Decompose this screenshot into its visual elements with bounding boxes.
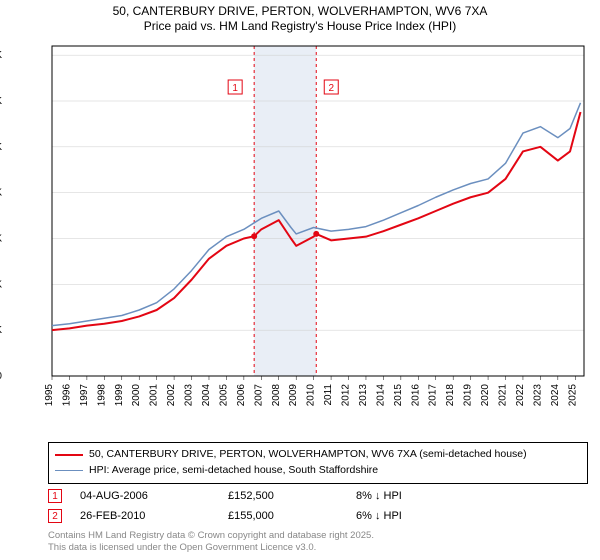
marker-price: £152,500 [228,490,338,502]
svg-text:2005: 2005 [218,384,229,407]
svg-text:2001: 2001 [149,384,160,407]
svg-text:2012: 2012 [341,384,352,407]
marker-delta: 6% ↓ HPI [356,510,476,522]
chart-title: 50, CANTERBURY DRIVE, PERTON, WOLVERHAMP… [0,0,600,34]
svg-text:2021: 2021 [498,384,509,407]
svg-text:£250K: £250K [0,142,2,153]
attribution-line-2: This data is licensed under the Open Gov… [48,542,588,554]
svg-text:1996: 1996 [61,384,72,407]
svg-text:2020: 2020 [480,384,491,407]
marker-date: 04-AUG-2006 [80,490,210,502]
svg-text:2016: 2016 [410,384,421,407]
title-line-2: Price paid vs. HM Land Registry's House … [0,19,600,34]
svg-text:£200K: £200K [0,188,2,199]
svg-text:2002: 2002 [166,384,177,407]
svg-text:2000: 2000 [131,384,142,407]
svg-text:£50K: £50K [0,325,2,336]
svg-text:1995: 1995 [44,384,55,407]
marker-row: 2 26-FEB-2010 £155,000 6% ↓ HPI [48,506,588,526]
title-line-1: 50, CANTERBURY DRIVE, PERTON, WOLVERHAMP… [0,4,600,19]
svg-text:1997: 1997 [79,384,90,407]
svg-text:2025: 2025 [567,384,578,407]
svg-text:2024: 2024 [550,384,561,407]
legend-item-price-paid: 50, CANTERBURY DRIVE, PERTON, WOLVERHAMP… [55,447,581,463]
svg-text:2006: 2006 [236,384,247,407]
svg-text:2003: 2003 [184,384,195,407]
attribution-line-1: Contains HM Land Registry data © Crown c… [48,530,588,542]
svg-text:1999: 1999 [114,384,125,407]
svg-text:2010: 2010 [306,384,317,407]
legend-label: 50, CANTERBURY DRIVE, PERTON, WOLVERHAMP… [89,447,527,463]
svg-text:2008: 2008 [271,384,282,407]
legend-item-hpi: HPI: Average price, semi-detached house,… [55,463,581,479]
marker-date: 26-FEB-2010 [80,510,210,522]
marker-id-box: 2 [48,509,62,523]
legend-swatch [55,454,83,456]
svg-text:2007: 2007 [253,384,264,407]
svg-text:2023: 2023 [532,384,543,407]
marker-price: £155,000 [228,510,338,522]
legend: 50, CANTERBURY DRIVE, PERTON, WOLVERHAMP… [48,442,588,484]
svg-text:2009: 2009 [288,384,299,407]
marker-id-box: 1 [48,489,62,503]
svg-text:£150K: £150K [0,234,2,245]
svg-text:2018: 2018 [445,384,456,407]
marker-delta: 8% ↓ HPI [356,490,476,502]
marker-table: 1 04-AUG-2006 £152,500 8% ↓ HPI 2 26-FEB… [48,486,588,526]
attribution: Contains HM Land Registry data © Crown c… [48,530,588,554]
svg-text:£100K: £100K [0,279,2,290]
svg-text:2015: 2015 [393,384,404,407]
marker-row: 1 04-AUG-2006 £152,500 8% ↓ HPI [48,486,588,506]
svg-text:2: 2 [328,83,334,94]
svg-text:2014: 2014 [375,384,386,407]
price-chart: £0£50K£100K£150K£200K£250K£300K£350K1995… [48,42,588,412]
svg-text:2017: 2017 [428,384,439,407]
svg-text:2019: 2019 [463,384,474,407]
svg-text:1998: 1998 [96,384,107,407]
svg-text:2011: 2011 [323,384,334,406]
legend-swatch [55,470,83,471]
legend-label: HPI: Average price, semi-detached house,… [89,463,378,479]
svg-text:£350K: £350K [0,50,2,61]
svg-text:£300K: £300K [0,96,2,107]
svg-text:2022: 2022 [515,384,526,407]
svg-text:£0: £0 [0,371,2,382]
svg-text:1: 1 [232,83,238,94]
svg-text:2004: 2004 [201,384,212,407]
svg-text:2013: 2013 [358,384,369,407]
